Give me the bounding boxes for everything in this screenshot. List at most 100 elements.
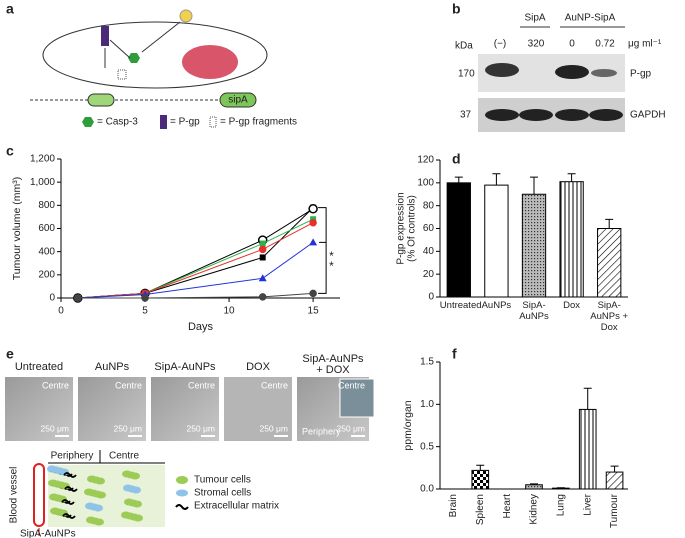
y-tick-label: 80	[423, 200, 435, 211]
micrograph	[78, 377, 146, 441]
panel-letter: b	[452, 1, 461, 17]
marker	[259, 254, 266, 261]
column-title: SipA-AuNPs + DOX	[302, 353, 364, 376]
lane-label: 320	[528, 39, 545, 50]
lane-label: 0	[569, 39, 575, 50]
legend-swatch	[176, 489, 188, 497]
pgp-icon	[160, 115, 167, 129]
error-bar	[492, 173, 501, 186]
bracket	[318, 207, 327, 294]
cell	[131, 486, 141, 494]
scale-label: 250 μm	[259, 423, 288, 433]
group-label: AuNP-SipA	[565, 13, 616, 24]
band	[555, 65, 589, 79]
marker-label: 37	[460, 110, 472, 121]
cell	[133, 514, 143, 522]
vessel-label: Blood vessel	[9, 467, 20, 524]
marker	[258, 274, 267, 282]
cell	[95, 477, 105, 485]
y-tick-label: 60	[423, 223, 435, 234]
x-tick-label: 0	[58, 306, 64, 317]
series-line	[77, 208, 314, 299]
x-tick-label: Spleen	[475, 494, 486, 525]
x-tick-label: Brain	[448, 494, 459, 517]
zone-label: Periphery	[51, 451, 94, 462]
error-bar	[605, 218, 614, 229]
x-tick-label: AuNPs	[481, 300, 512, 311]
error-bar	[583, 387, 592, 410]
region-label: Centre	[115, 380, 142, 390]
x-tick-label: Heart	[502, 494, 513, 519]
band	[589, 109, 623, 121]
matrix-fiber	[61, 499, 75, 505]
marker	[309, 218, 317, 227]
bar	[578, 408, 597, 490]
micrograph	[151, 377, 219, 441]
x-tick-label: SipA-AuNPs	[519, 300, 549, 322]
x-tick-label: Liver	[582, 493, 593, 515]
series-line	[77, 207, 314, 299]
micrograph	[5, 377, 73, 441]
nanoparticle	[179, 9, 193, 23]
error-bar	[567, 173, 576, 182]
region-label: Centre	[261, 380, 288, 390]
band	[485, 109, 519, 121]
y-tick-label: 120	[417, 155, 434, 166]
y-tick-label: 0.5	[420, 441, 434, 452]
significance: *	[329, 259, 334, 273]
bar	[484, 184, 509, 298]
cell	[132, 500, 142, 508]
y-axis-title: P-gp expression	[396, 192, 407, 264]
band	[519, 109, 553, 121]
y-tick-label: 0	[49, 293, 55, 304]
matrix-fiber	[64, 486, 78, 492]
column-title: DOX	[246, 361, 271, 373]
bar	[597, 228, 622, 298]
series-line	[77, 292, 314, 299]
column-title: Untreated	[15, 361, 63, 373]
y-tick-label: 20	[423, 269, 435, 280]
particles-label: SipA-AuNPs	[20, 529, 76, 538]
x-tick-label: Kidney	[529, 494, 540, 525]
panel-letter: e	[6, 346, 14, 362]
cell	[96, 491, 106, 499]
bar	[605, 471, 624, 490]
cell	[130, 472, 140, 480]
error-bar	[476, 464, 485, 471]
micrograph	[224, 377, 292, 441]
tissue-cells	[47, 465, 143, 526]
bar	[552, 487, 570, 490]
protein-label: GAPDH	[630, 110, 666, 121]
marker	[141, 294, 149, 302]
fragments-icon	[117, 69, 127, 80]
error-bar	[610, 465, 619, 473]
bar	[521, 193, 547, 298]
cell	[42, 21, 268, 89]
peptide-capsule	[219, 92, 257, 108]
region-label: Centre	[188, 380, 215, 390]
marker	[309, 289, 317, 298]
band	[555, 109, 589, 121]
legend-label: = Casp-3	[97, 117, 138, 128]
marker-label: 170	[458, 69, 475, 80]
legend-label: Extracellular matrix	[194, 501, 279, 512]
arrow	[109, 39, 131, 59]
y-tick-label: 100	[417, 177, 434, 188]
bar	[559, 181, 584, 298]
region-label: Centre	[42, 380, 69, 390]
legend-swatch	[176, 476, 188, 484]
nucleus	[182, 45, 238, 79]
y-tick-label: 600	[38, 223, 55, 234]
scale-label: 250 μm	[336, 423, 365, 433]
panel-letter: c	[6, 143, 14, 159]
y-tick-label: 800	[38, 200, 55, 211]
lane-label: 0.72	[595, 39, 615, 50]
y-tick-label: 200	[38, 269, 55, 280]
y-axis-title: Tumour volume (mm³)	[11, 177, 23, 280]
unit-header: kDa	[455, 41, 473, 52]
matrix-fiber	[62, 513, 76, 519]
scale-label: 250 μm	[40, 423, 69, 433]
y-tick-label: 1.0	[420, 399, 434, 410]
x-tick-label: 10	[224, 306, 236, 317]
